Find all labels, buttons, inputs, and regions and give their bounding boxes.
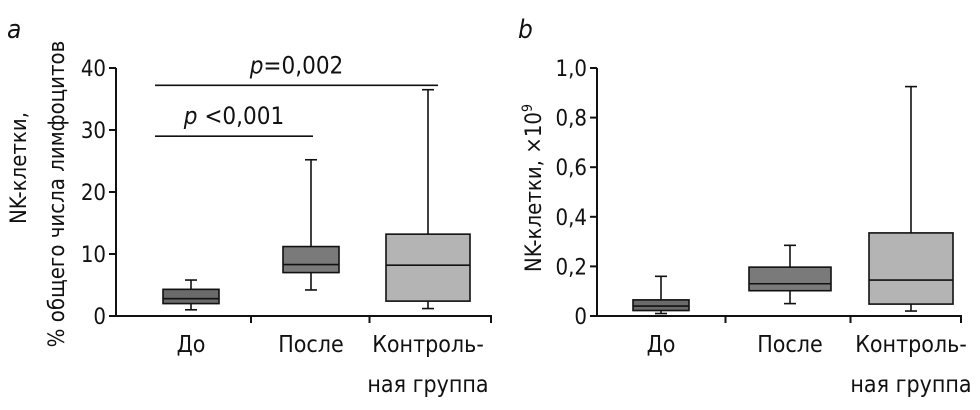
y-axis-title: NK-клетки, ×109 [520,104,547,272]
y-tick-label: 20 [81,181,106,206]
box-1 [748,244,832,305]
box-0 [632,275,690,315]
y-axis-title-superscript: 9 [520,104,536,112]
panel-letter: b [518,15,533,45]
y-tick-label: 40 [81,57,106,82]
box-iqr [162,288,220,305]
y-tick-label: 0,6 [556,156,587,181]
x-category-label: До [177,332,206,358]
y-tick-label: 0,4 [556,206,587,231]
y-tick-label: 0,8 [556,107,587,132]
panel-a: a 0 10 20 30 40 До После Контроль-ная группа NK-к… [7,15,492,398]
box-2 [385,88,471,310]
p-symbol: p [249,51,264,79]
x-category-label: Контроль- [855,332,967,358]
y-tick-label: 0,2 [556,255,587,280]
box-2 [868,85,954,312]
box-iqr [282,245,340,274]
p-value-text: <0,001 [197,102,284,130]
panel-letter: a [7,15,21,45]
y-tick-label: 10 [81,243,106,268]
p-value-label: p <0,001 [183,102,284,130]
box-iqr [868,232,954,305]
box-iqr [748,266,832,292]
box-iqr [632,299,690,312]
box-0 [162,279,220,311]
x-category-label-line2: ная группа [850,372,971,398]
y-tick-label: 0 [574,305,587,330]
x-category-label: До [647,332,676,358]
p-symbol: p [183,102,198,130]
y-tick-label: 1,0 [556,57,587,82]
box-1 [282,158,340,291]
panel-b: b 0 0,2 0,4 0,6 0,8 1,0 До После Контроль-ная гру… [518,15,972,398]
y-tick-label: 0 [93,305,106,330]
box-iqr [385,233,471,302]
p-value-label: p=0,002 [249,51,344,79]
y-axis-title-line2: % общего числа лимфоцитов [45,41,70,348]
y-tick-label: 30 [81,119,106,144]
x-category-label: После [757,332,823,358]
x-category-label: После [278,332,344,358]
x-category-label: Контроль- [372,332,484,358]
p-value-text: =0,002 [263,51,343,79]
x-category-label-line2: ная группа [367,372,488,398]
y-axis-title: NK-клетки, [7,112,32,224]
